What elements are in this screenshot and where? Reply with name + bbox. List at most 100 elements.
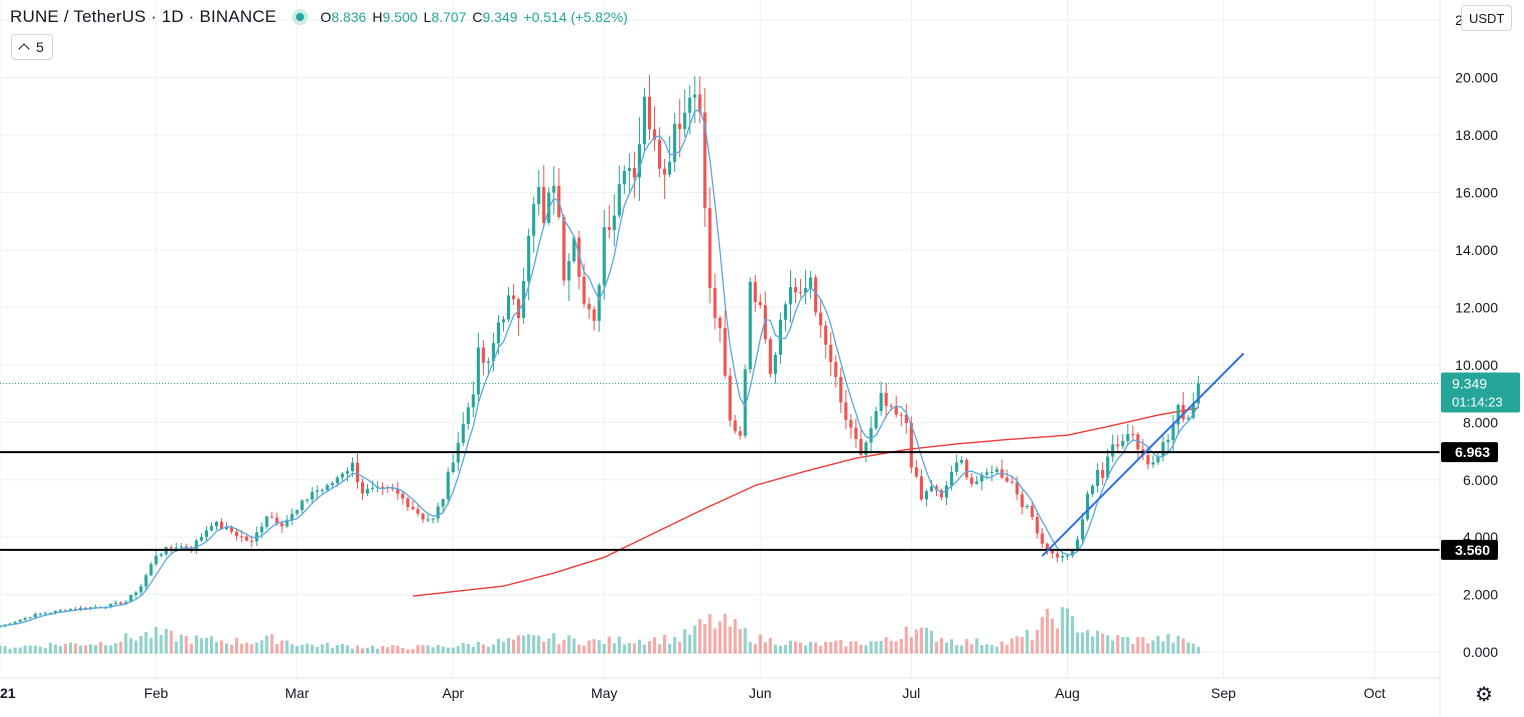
- candle-body: [788, 287, 793, 305]
- indicators-toggle-button[interactable]: 5: [11, 34, 53, 60]
- candle-body: [773, 354, 777, 374]
- candle-body: [1121, 441, 1125, 447]
- close-value: 9.349: [482, 9, 518, 25]
- x-tick-label: May: [591, 685, 617, 701]
- volume-bar: [73, 643, 78, 654]
- y-tick-label: 2.000: [1463, 587, 1498, 603]
- volume-bar: [970, 644, 974, 654]
- y-tick-label: 14.000: [1455, 242, 1498, 258]
- candle-body: [617, 184, 621, 216]
- volume-bar: [28, 645, 32, 654]
- volume-bar: [748, 641, 752, 654]
- candle-body: [401, 493, 405, 499]
- y-tick-label: 0.000: [1463, 644, 1498, 660]
- candle-body: [240, 536, 244, 538]
- volume-bar: [698, 619, 702, 654]
- volume-bar: [577, 644, 581, 654]
- volume-bar: [1000, 641, 1004, 654]
- volume-bar: [708, 614, 712, 654]
- volume-bar: [320, 644, 324, 654]
- volume-bar: [1096, 630, 1100, 654]
- candle-body: [894, 406, 898, 415]
- indicator-count: 5: [36, 39, 44, 55]
- volume-bar: [874, 641, 878, 654]
- volume-bar: [265, 635, 269, 654]
- candle-body: [919, 476, 923, 500]
- gear-icon[interactable]: ⚙: [1475, 684, 1493, 706]
- candle-body: [970, 477, 974, 484]
- candle-body: [829, 344, 833, 363]
- volume-bar: [431, 647, 435, 654]
- x-tick-label: Mar: [285, 685, 309, 701]
- candle-body: [698, 94, 702, 113]
- candle-body: [960, 460, 964, 463]
- volume-bar: [1106, 635, 1110, 654]
- volume-bar: [1146, 643, 1150, 654]
- volume-bar: [94, 645, 98, 654]
- candle-body: [471, 394, 475, 408]
- candle-body: [632, 167, 636, 178]
- volume-bar: [934, 641, 939, 654]
- volume-bar: [330, 647, 334, 654]
- volume-bar: [179, 634, 183, 654]
- volume-bar: [68, 642, 73, 654]
- candle-body: [476, 347, 480, 395]
- candle-body: [647, 96, 652, 130]
- candle-body: [63, 610, 68, 612]
- volume-bar: [365, 647, 370, 654]
- candle-body: [939, 490, 944, 498]
- ma-5-line: [0, 108, 1199, 627]
- candle-body: [406, 498, 410, 508]
- volume-bar: [63, 643, 68, 654]
- candle-body: [914, 467, 918, 477]
- currency-button[interactable]: USDT: [1461, 5, 1513, 31]
- volume-bar: [129, 638, 133, 654]
- candle-body: [980, 474, 984, 482]
- candle-body: [688, 97, 692, 113]
- candle-body: [652, 129, 657, 140]
- volume-bar: [1131, 643, 1135, 654]
- volume-bar: [713, 628, 717, 654]
- last-price-tag: [1441, 372, 1520, 413]
- x-tick-label: Jul: [902, 685, 920, 701]
- candle-body: [144, 575, 148, 587]
- volume-bar: [376, 648, 380, 654]
- volume-bar: [104, 645, 108, 654]
- volume-bar: [1186, 642, 1190, 654]
- chart-header: RUNE / TetherUS · 1D · BINANCE O8.836 H9…: [10, 6, 628, 28]
- volume-bar: [1045, 608, 1049, 654]
- volume-bar: [688, 634, 692, 654]
- volume-bar: [632, 643, 636, 654]
- volume-bar: [602, 643, 606, 654]
- candle-body: [768, 339, 772, 374]
- candle-body: [1085, 493, 1090, 520]
- volume-bar: [1015, 636, 1019, 654]
- volume-bar: [391, 645, 395, 654]
- candle-body: [169, 547, 173, 549]
- volume-bar: [235, 637, 239, 654]
- candle-body: [149, 564, 153, 576]
- candle-body: [889, 405, 893, 407]
- candle-body: [678, 123, 682, 129]
- volume-bar: [1075, 632, 1080, 654]
- x-tick-label: Sep: [1211, 685, 1236, 701]
- volume-bar: [899, 638, 903, 654]
- volume-bar: [904, 626, 908, 654]
- volume-bar: [506, 637, 511, 654]
- volume-bar: [159, 635, 163, 654]
- candle-body: [426, 519, 430, 521]
- volume-bar: [280, 640, 284, 654]
- candle-body: [804, 288, 808, 294]
- volume-bar: [1091, 636, 1095, 654]
- candle-body: [844, 402, 848, 421]
- candle-body: [587, 303, 591, 310]
- ma-slow-path: [412, 407, 1199, 597]
- volume-bar: [1035, 629, 1039, 654]
- candle-body: [431, 518, 435, 520]
- candle-body: [1196, 383, 1200, 404]
- volume-bar: [894, 641, 898, 654]
- candle-body: [1146, 455, 1150, 465]
- symbol-title[interactable]: RUNE / TetherUS · 1D · BINANCE: [10, 7, 277, 26]
